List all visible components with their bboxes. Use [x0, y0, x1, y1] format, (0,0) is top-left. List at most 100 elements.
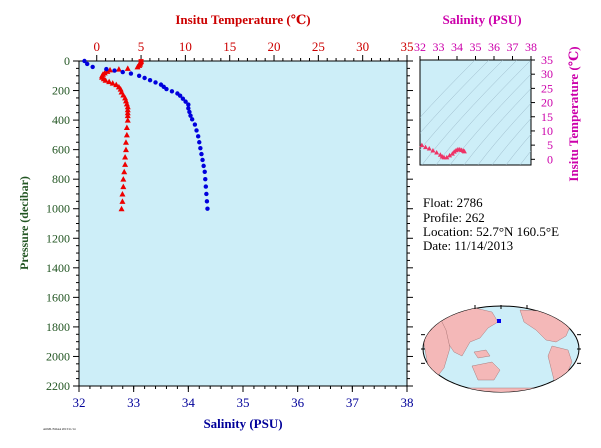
- salinity-point: [177, 93, 183, 98]
- ts-point: [419, 142, 425, 148]
- salinity-point: [187, 109, 192, 115]
- salinity-point: [186, 102, 191, 107]
- ts-point: [423, 144, 429, 150]
- ts-salinity-tick-label: 36: [488, 40, 500, 54]
- temperature-point: [134, 63, 141, 70]
- salinity-point: [204, 191, 209, 197]
- ts-temperature-tick-label: 25: [541, 81, 553, 95]
- salinity-tick-label: 38: [401, 395, 414, 410]
- profile-series: [82, 58, 210, 212]
- density-contour: [420, 60, 490, 134]
- temperature-tick-label: 0: [93, 39, 100, 54]
- temperature-point: [122, 146, 129, 153]
- temperature-point: [119, 190, 126, 197]
- location-line: Location: 52.7°N 160.5°E: [423, 224, 559, 239]
- salinity-tick-label: 33: [127, 395, 140, 410]
- pressure-tick-label: 1400: [46, 261, 70, 275]
- temperature-tick-label: 5: [138, 39, 145, 54]
- salinity-point: [203, 184, 209, 189]
- temperature-point: [106, 78, 113, 85]
- temperature-tick-label: 15: [223, 39, 236, 54]
- ts-temperature-tick-label: 15: [541, 110, 553, 124]
- salinity-tick-label: 32: [73, 395, 86, 410]
- salinity-point: [197, 140, 202, 145]
- salinity-point: [169, 89, 175, 94]
- salinity-point: [85, 61, 90, 67]
- temperature-point: [102, 77, 109, 83]
- salinity-point: [180, 96, 186, 101]
- temperature-tick-label: 25: [312, 39, 325, 54]
- salinity-point: [104, 66, 109, 72]
- salinity-point: [164, 86, 169, 92]
- ts-temperature-tick-label: 35: [541, 53, 553, 67]
- footer-credit: AOML/NOAA 2013/11/14: [43, 427, 76, 431]
- density-contour: [420, 60, 504, 151]
- pressure-tick-label: 0: [64, 54, 70, 68]
- pressure-tick-label: 200: [52, 84, 70, 98]
- temperature-tick-label: 10: [179, 39, 192, 54]
- pressure-tick-label: 2000: [46, 349, 70, 363]
- ts-salinity-tick-label: 32: [414, 40, 426, 54]
- salinity-point: [203, 176, 208, 182]
- pressure-tick-label: 400: [52, 113, 70, 127]
- salinity-point: [147, 78, 153, 83]
- salinity-point: [192, 122, 198, 127]
- pressure-tick-label: 1800: [46, 320, 70, 334]
- temperature-point: [118, 205, 125, 212]
- ts-temperature-tick-label: 20: [541, 96, 553, 110]
- ts-temperature-tick-label: 30: [541, 67, 553, 81]
- ts-point: [434, 150, 440, 155]
- ts-salinity-tick-label: 37: [507, 40, 519, 54]
- salinity-point: [195, 134, 201, 139]
- salinity-point: [120, 69, 125, 75]
- temperature-point: [124, 109, 131, 116]
- temperature-point: [120, 183, 127, 190]
- ts-plot-area: [419, 59, 532, 166]
- ts-salinity-tick-label: 35: [470, 40, 482, 54]
- date-line: Date: 11/14/2013: [423, 238, 513, 253]
- ts-temperature-tick-label: 5: [547, 138, 553, 152]
- temperature-tick-label: 30: [356, 39, 369, 54]
- profile-number-line: Profile: 262: [423, 210, 485, 225]
- density-contour: [449, 73, 531, 165]
- temperature-axis-title: Insitu Temperature (℃): [175, 12, 310, 27]
- density-contour: [420, 60, 476, 118]
- temperature-point: [124, 65, 131, 71]
- profile-plot-area: [78, 60, 408, 387]
- pressure-axis-title: Pressure (decibar): [17, 176, 31, 270]
- ts-temperature-tick-label: 10: [541, 124, 553, 138]
- temperature-tick-label: 35: [401, 39, 414, 54]
- salinity-point: [189, 117, 195, 122]
- temperature-point: [123, 124, 130, 130]
- ts-salinity-tick-label: 33: [433, 40, 445, 54]
- temperature-point: [121, 168, 128, 175]
- temperature-point: [122, 139, 129, 145]
- salinity-point: [199, 151, 204, 157]
- temperature-point: [113, 81, 120, 88]
- salinity-point: [202, 169, 207, 174]
- salinity-tick-label: 37: [346, 395, 360, 410]
- density-contour: [463, 88, 531, 165]
- land-antarctica: [429, 387, 573, 392]
- ts-salinity-tick-label: 34: [451, 40, 463, 54]
- ts-point: [444, 154, 450, 160]
- temperature-point: [123, 131, 130, 138]
- temperature-point: [109, 80, 116, 86]
- temperature-point: [120, 176, 127, 182]
- temperature-point: [124, 106, 131, 113]
- profile-axis-ticks: 0 5 10 15 20 25 30 35 32 33 34 35 36 37 38 0 200 400 600 80…: [46, 39, 414, 410]
- profile-plot: 0 5 10 15 20 25 30 35 32 33 34 35 36 37 38 0 200 400 600 80…: [17, 12, 414, 431]
- pressure-tick-label: 1600: [46, 290, 70, 304]
- float-location-marker: [497, 319, 501, 323]
- density-contour: [421, 60, 518, 165]
- float-id-line: Float: 2786: [423, 195, 483, 210]
- salinity-point: [136, 73, 142, 78]
- map-graticule-ticks: [421, 305, 581, 364]
- temperature-point: [122, 161, 129, 167]
- salinity-point: [204, 199, 210, 204]
- salinity-point: [200, 157, 205, 163]
- float-info: Float: 2786 Profile: 262 Location: 52.7°…: [423, 195, 559, 253]
